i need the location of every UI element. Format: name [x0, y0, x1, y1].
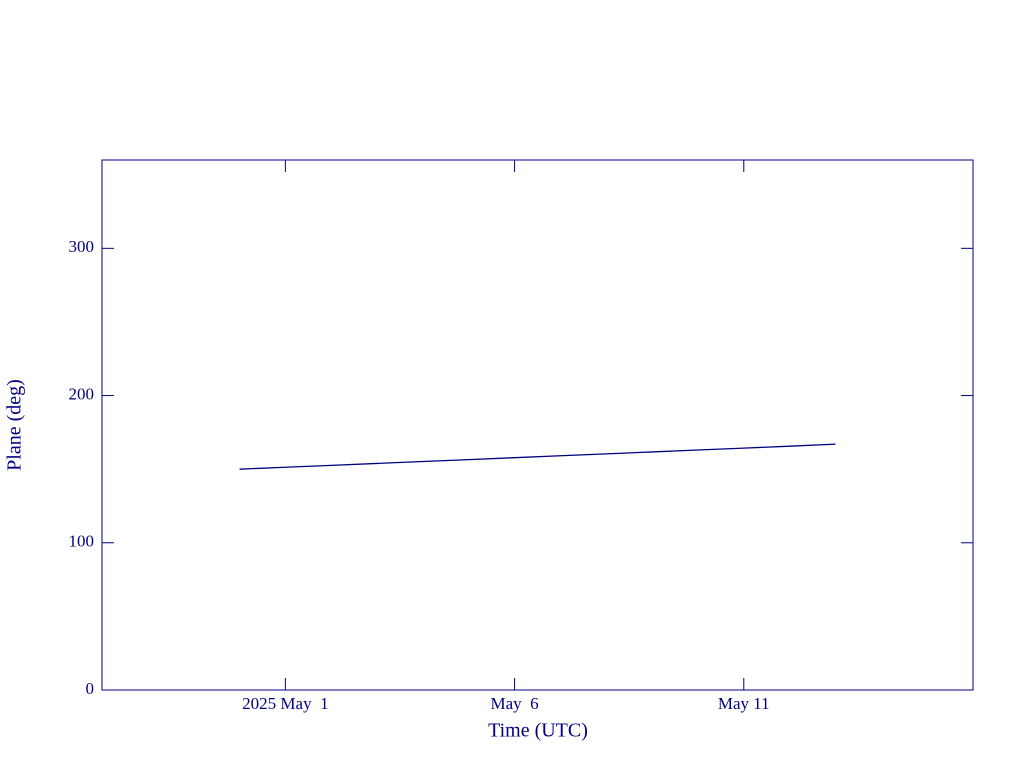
- x-tick-label: May 11: [718, 694, 770, 713]
- y-tick-label: 300: [69, 237, 95, 256]
- y-tick-label: 200: [69, 384, 95, 403]
- x-tick-label: May 6: [490, 694, 538, 713]
- x-axis-label: Time (UTC): [488, 720, 588, 742]
- y-axis-label: Plane (deg): [4, 379, 26, 471]
- y-tick-label: 100: [69, 532, 95, 551]
- data-line: [239, 443, 836, 470]
- x-tick-label: 2025 May 1: [242, 694, 328, 713]
- plot-frame: [101, 159, 974, 691]
- y-tick-label: 0: [86, 679, 95, 698]
